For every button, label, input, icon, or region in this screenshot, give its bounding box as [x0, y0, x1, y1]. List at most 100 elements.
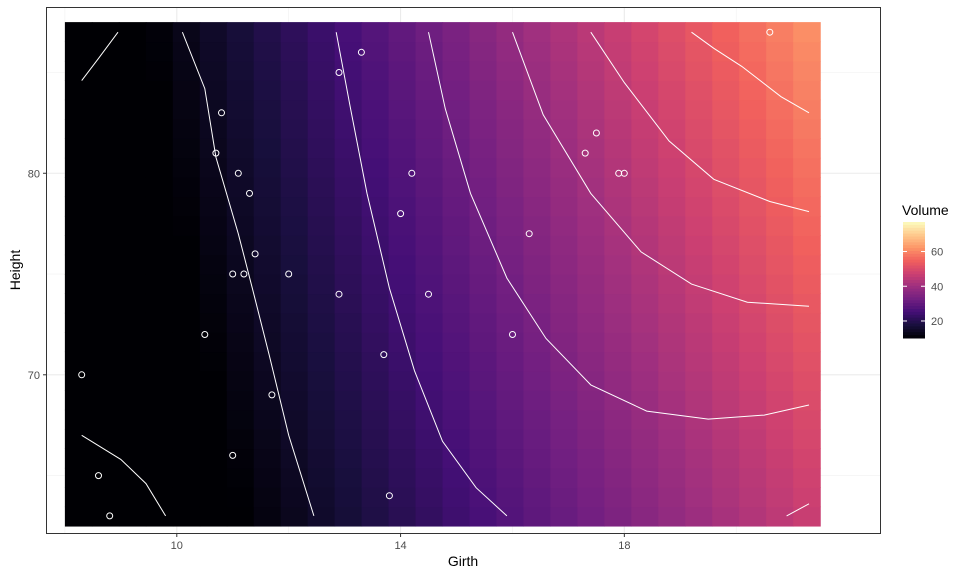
- heatmap-tile: [685, 409, 713, 430]
- heatmap-tile: [226, 370, 255, 391]
- heatmap-tile: [334, 332, 363, 353]
- heatmap-tile: [388, 41, 417, 62]
- heatmap-tile: [523, 22, 552, 43]
- legend-color-segment: [903, 271, 925, 275]
- heatmap-tile: [496, 429, 525, 450]
- heatmap-tile: [415, 99, 444, 120]
- legend-color-segment: [903, 326, 925, 330]
- heatmap-tile: [604, 157, 632, 178]
- contour-line: [786, 503, 810, 517]
- heatmap-tile: [793, 235, 821, 256]
- heatmap-tile: [226, 60, 255, 81]
- heatmap-tile: [280, 370, 309, 391]
- data-point: [240, 270, 248, 278]
- heatmap-tile: [91, 293, 120, 314]
- heatmap-tile: [415, 41, 444, 62]
- heatmap-tile: [739, 80, 767, 101]
- legend: Volume 20 40 60: [902, 202, 949, 339]
- heatmap-tile: [793, 99, 821, 120]
- legend-label: 20: [931, 316, 943, 328]
- heatmap-tile: [577, 119, 605, 139]
- heatmap-tile: [226, 177, 255, 198]
- heatmap-tile: [631, 119, 659, 139]
- heatmap-tile: [388, 274, 417, 295]
- heatmap-tile: [685, 60, 713, 81]
- legend-color-segment: [903, 335, 925, 339]
- heatmap-tile: [496, 506, 525, 527]
- heatmap-tile: [523, 312, 552, 333]
- heatmap-tile: [793, 80, 821, 101]
- heatmap-tile: [226, 80, 255, 101]
- heatmap-tile: [658, 196, 686, 217]
- data-point: [425, 290, 432, 298]
- heatmap-tile: [442, 196, 471, 217]
- heatmap-tile: [91, 22, 120, 43]
- heatmap-tile: [415, 332, 444, 353]
- heatmap-tile: [307, 215, 336, 236]
- heatmap-tile: [145, 80, 174, 101]
- legend-color-segment: [903, 317, 925, 322]
- heatmap-tile: [334, 60, 363, 81]
- heatmap-tile: [658, 235, 686, 256]
- heatmap-tile: [172, 448, 201, 469]
- heatmap-tile: [442, 177, 471, 198]
- legend-colorbar: [903, 222, 925, 339]
- heatmap-tile: [712, 506, 740, 527]
- heatmap-tile: [577, 274, 605, 295]
- heatmap-tile: [550, 409, 578, 430]
- heatmap-tile: [118, 467, 147, 488]
- heatmap-tile: [64, 467, 93, 488]
- heatmap-tile: [712, 119, 740, 139]
- heatmap-tile: [307, 293, 336, 314]
- heatmap-tile: [145, 22, 174, 43]
- y-axis-ticks: 70 80: [28, 168, 46, 382]
- heatmap-tile: [685, 312, 713, 333]
- heatmap-tile: [712, 60, 740, 81]
- data-point: [95, 472, 102, 480]
- heatmap-tile: [91, 506, 120, 527]
- heatmap-tile: [145, 448, 174, 469]
- heatmap-tile: [766, 429, 794, 450]
- heatmap-tile: [442, 293, 471, 314]
- legend-color-segment: [903, 277, 925, 281]
- heatmap-tile: [793, 429, 821, 450]
- heatmap-tile: [577, 448, 605, 469]
- heatmap-tile: [766, 215, 794, 236]
- legend-color-segment: [903, 306, 925, 310]
- heatmap-tile: [253, 235, 282, 256]
- heatmap-tile: [91, 370, 120, 391]
- legend-label: 60: [931, 247, 943, 259]
- heatmap-tile: [64, 254, 93, 275]
- heatmap-tile: [91, 429, 120, 450]
- data-point: [335, 290, 343, 298]
- heatmap-tile: [145, 390, 174, 411]
- heatmap-tile: [577, 254, 605, 275]
- heatmap-tile: [91, 254, 120, 275]
- heatmap-tile: [145, 409, 174, 430]
- heatmap-tile: [550, 99, 578, 120]
- data-points: [78, 28, 774, 520]
- heatmap-tile: [91, 448, 120, 469]
- heatmap-tile: [469, 138, 498, 159]
- heatmap-tile: [577, 409, 605, 430]
- heatmap-tile: [361, 429, 390, 450]
- heatmap-tile: [604, 293, 632, 314]
- heatmap-tile: [712, 274, 740, 295]
- heatmap-tile: [766, 351, 794, 372]
- heatmap-tile: [631, 448, 659, 469]
- y-tick-label: 70: [28, 370, 40, 382]
- heatmap-tile: [658, 293, 686, 314]
- heatmap-tile: [253, 448, 282, 469]
- heatmap-tile: [550, 22, 578, 43]
- heatmap-tile: [280, 80, 309, 101]
- heatmap-tile: [739, 467, 767, 488]
- heatmap-tile: [766, 119, 794, 139]
- heatmap-tile: [631, 157, 659, 178]
- heatmap-tile: [226, 196, 255, 217]
- heatmap-tile: [118, 119, 147, 139]
- heatmap-tile: [550, 351, 578, 372]
- heatmap-tile: [307, 60, 336, 81]
- heatmap-tile: [145, 138, 174, 159]
- heatmap-tile: [496, 351, 525, 372]
- heatmap-tile: [523, 157, 552, 178]
